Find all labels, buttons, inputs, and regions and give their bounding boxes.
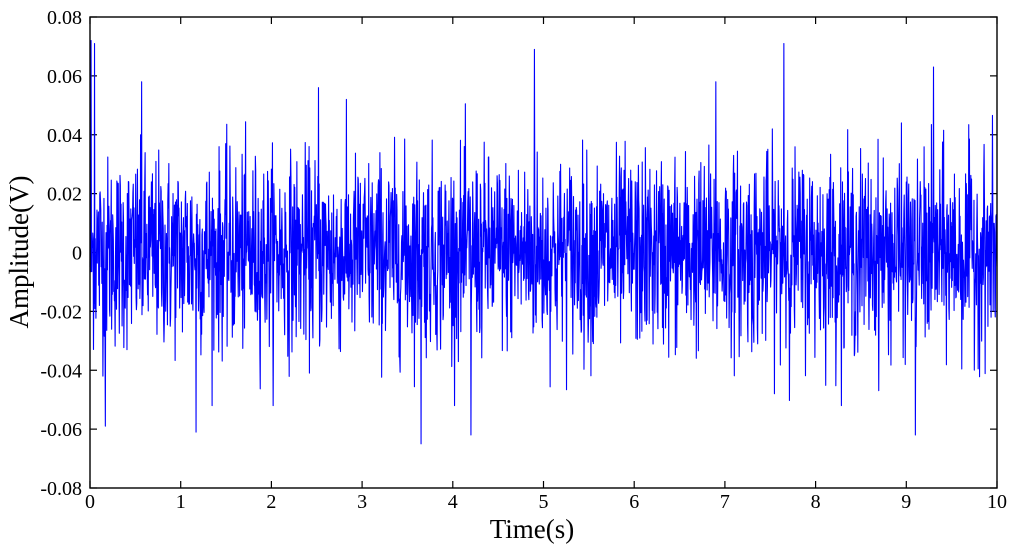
x-tick-label: 6 <box>629 491 639 513</box>
x-tick-label: 5 <box>539 491 549 513</box>
y-tick-label: 0.02 <box>47 184 82 206</box>
y-tick-label: 0.06 <box>47 66 82 88</box>
signal-series-line <box>89 40 998 445</box>
x-tick-label: 1 <box>176 491 186 513</box>
y-tick-label: 0.08 <box>47 7 82 29</box>
plot-frame <box>89 16 998 489</box>
y-tick-label: -0.04 <box>40 360 82 382</box>
signal-layer <box>89 40 998 445</box>
x-tick-label: 4 <box>448 491 458 513</box>
x-tick-label: 3 <box>357 491 367 513</box>
x-tick-label: 9 <box>901 491 911 513</box>
y-tick-label: -0.08 <box>40 478 82 500</box>
x-tick-label: 7 <box>720 491 730 513</box>
y-tick-label: -0.06 <box>40 419 82 441</box>
labels-layer: 0 1 2 3 4 5 6 7 8 9 10 -0.08 -0.06 -0.04 -0.02 0 0.02 0.0… <box>40 7 1007 513</box>
y-axis-title: Amplitude(V) <box>4 176 34 329</box>
x-axis-title: Time(s) <box>490 514 575 544</box>
y-tick-label: 0 <box>72 243 82 265</box>
x-tick-label: 8 <box>811 491 821 513</box>
y-tick-label: -0.02 <box>40 301 82 323</box>
y-tick-label: 0.04 <box>47 125 82 147</box>
x-tick-label: 10 <box>987 491 1007 513</box>
x-tick-label: 2 <box>266 491 276 513</box>
x-tick-label: 0 <box>85 491 95 513</box>
